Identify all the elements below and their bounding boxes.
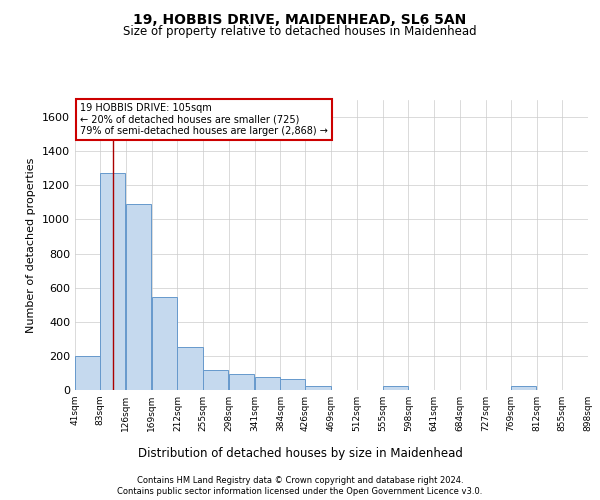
Bar [203,370,228,390]
Text: 19 HOBBIS DRIVE: 105sqm
← 20% of detached houses are smaller (725)
79% of semi-d: 19 HOBBIS DRIVE: 105sqm ← 20% of detache… [80,103,328,136]
Bar [100,174,125,390]
Text: Distribution of detached houses by size in Maidenhead: Distribution of detached houses by size … [137,448,463,460]
Text: 19, HOBBIS DRIVE, MAIDENHEAD, SL6 5AN: 19, HOBBIS DRIVE, MAIDENHEAD, SL6 5AN [133,12,467,26]
Bar [229,374,254,390]
Bar [305,386,331,390]
Text: Contains HM Land Registry data © Crown copyright and database right 2024.: Contains HM Land Registry data © Crown c… [137,476,463,485]
Bar [383,386,408,390]
Bar [178,348,203,390]
Bar [152,296,177,390]
Text: Contains public sector information licensed under the Open Government Licence v3: Contains public sector information licen… [118,488,482,496]
Text: Size of property relative to detached houses in Maidenhead: Size of property relative to detached ho… [123,25,477,38]
Bar [254,377,280,390]
Bar [511,386,536,390]
Bar [126,204,151,390]
Bar [280,379,305,390]
Bar [75,356,100,390]
Y-axis label: Number of detached properties: Number of detached properties [26,158,37,332]
